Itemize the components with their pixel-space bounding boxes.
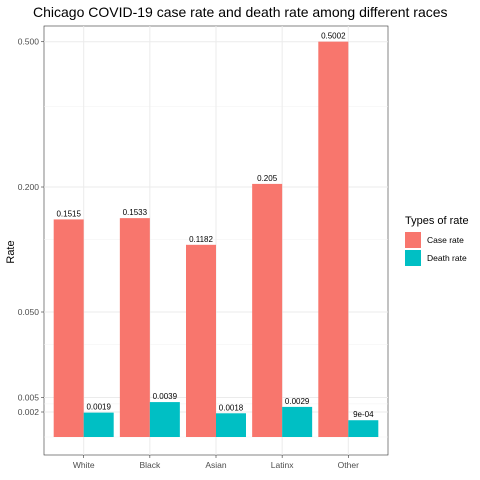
y-axis: 0.002 0.005 0.050 0.200 0.500 [18, 37, 44, 417]
bar-death-rate [149, 402, 180, 437]
data-label: 0.1515 [56, 209, 81, 218]
y-tick-label: 0.200 [18, 182, 40, 192]
chart-title: Chicago COVID-19 case rate and death rat… [33, 4, 448, 20]
legend-label: Case rate [427, 235, 464, 245]
data-label: 0.1533 [123, 208, 148, 217]
data-label: 0.5002 [321, 32, 346, 41]
bar-death-rate [216, 413, 246, 437]
y-tick-label: 0.005 [18, 392, 40, 402]
bar-labels: 0.1515 0.1533 0.1182 0.205 0.5002 0.0019 0.003… [56, 32, 374, 420]
y-axis-title: Rate [5, 240, 17, 263]
legend-label: Death rate [427, 253, 467, 263]
x-tick-label: Asian [205, 460, 227, 470]
y-tick-label: 0.002 [18, 407, 40, 417]
y-tick-label: 0.050 [18, 307, 40, 317]
x-tick-label: Other [338, 460, 359, 470]
legend-key-case-rate [405, 232, 421, 248]
bar-case-rate [318, 41, 349, 438]
bars [53, 41, 379, 438]
bar-case-rate [186, 244, 216, 437]
x-tick-label: White [73, 460, 95, 470]
y-tick-label: 0.500 [18, 37, 40, 47]
legend-key-death-rate [405, 250, 421, 266]
data-label: 9e-04 [353, 410, 374, 419]
x-tick-label: Latinx [271, 460, 294, 470]
data-label: 0.1182 [189, 235, 213, 244]
bar-case-rate [53, 219, 84, 437]
bar-death-rate [83, 412, 114, 437]
legend: Types of rate Case rate Death rate [405, 215, 469, 266]
bar-death-rate [348, 420, 379, 437]
data-label: 0.205 [257, 174, 278, 183]
x-axis: White Black Asian Latinx Other [73, 455, 359, 470]
data-label: 0.0029 [285, 397, 310, 406]
legend-title: Types of rate [405, 215, 469, 227]
bar-death-rate [282, 406, 313, 437]
data-label: 0.0018 [219, 403, 244, 412]
bar-case-rate [119, 218, 150, 437]
data-label: 0.0039 [153, 392, 178, 401]
data-label: 0.0019 [86, 403, 111, 412]
x-tick-label: Black [139, 460, 161, 470]
bar-case-rate [252, 183, 283, 437]
